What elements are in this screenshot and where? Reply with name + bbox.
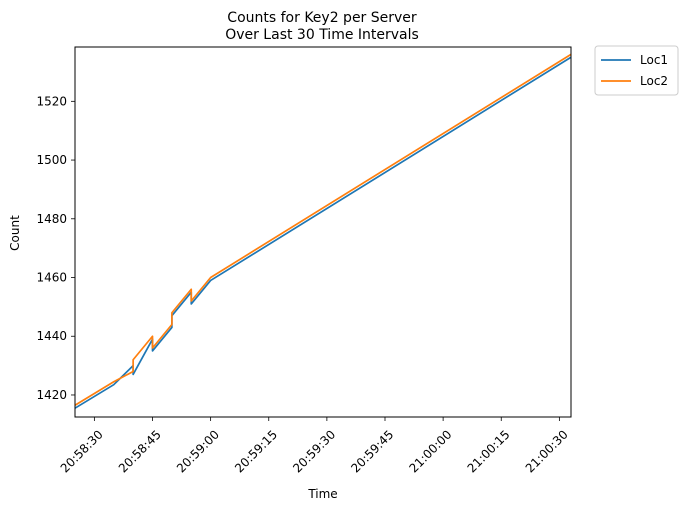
x-tick-label: 20:59:15 <box>232 427 280 475</box>
legend-label-loc1: Loc1 <box>640 53 668 67</box>
legend-box <box>594 45 679 96</box>
chart-title: Counts for Key2 per Server <box>227 10 417 26</box>
y-tick-label: 1520 <box>36 94 67 108</box>
series-line-loc1 <box>74 56 572 409</box>
x-tick-label: 20:59:45 <box>348 427 396 475</box>
y-tick-label: 1500 <box>36 153 67 167</box>
chart-subtitle: Over Last 30 Time Intervals <box>225 27 419 43</box>
x-tick-label: 20:59:30 <box>290 427 338 475</box>
x-axis-ticks: 20:58:30 20:58:45 20:59:00 20:59:15 20:59:30… <box>58 417 571 475</box>
x-tick-label: 20:59:00 <box>174 427 222 475</box>
y-axis-ticks: 1420 1440 1460 1480 1500 1520 <box>36 94 75 402</box>
y-tick-label: 1460 <box>36 271 67 285</box>
x-tick-label: 21:00:30 <box>523 427 571 475</box>
y-axis-label: Count <box>8 215 22 251</box>
x-tick-label: 21:00:00 <box>406 427 454 475</box>
x-tick-label: 21:00:15 <box>465 427 513 475</box>
y-tick-label: 1480 <box>36 212 67 226</box>
y-tick-label: 1440 <box>36 329 67 343</box>
x-tick-label: 20:58:30 <box>58 427 106 475</box>
series-line-loc2 <box>74 53 572 406</box>
legend: Loc1 Loc2 <box>594 45 679 96</box>
legend-label-loc2: Loc2 <box>640 74 668 88</box>
plot-lines <box>74 53 572 409</box>
y-tick-label: 1420 <box>36 388 67 402</box>
x-axis-label: Time <box>307 487 337 501</box>
x-tick-label: 20:58:45 <box>116 427 164 475</box>
plot-frame <box>74 46 572 418</box>
